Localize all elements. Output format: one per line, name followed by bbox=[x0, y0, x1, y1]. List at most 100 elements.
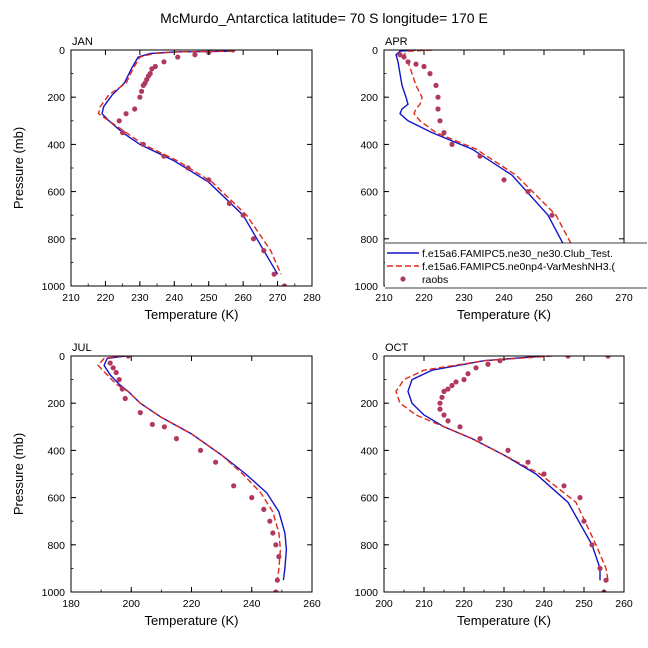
raobs-point bbox=[589, 542, 595, 548]
series-raobs-markers bbox=[437, 356, 611, 592]
x-tick-label: 210 bbox=[375, 292, 393, 304]
raobs-point bbox=[230, 50, 236, 53]
raobs-point bbox=[445, 386, 451, 392]
raobs-point bbox=[437, 118, 443, 124]
y-tick-label: 400 bbox=[360, 445, 378, 457]
raobs-point bbox=[231, 483, 237, 489]
y-tick-label: 600 bbox=[47, 187, 65, 199]
raobs-point bbox=[565, 356, 571, 359]
x-tick-label: 210 bbox=[415, 598, 433, 610]
raobs-point bbox=[274, 577, 280, 583]
plot-frame bbox=[383, 355, 625, 593]
raobs-point bbox=[441, 130, 447, 136]
x-axis-label: Temperature (K) bbox=[145, 613, 239, 628]
raobs-point bbox=[457, 424, 463, 430]
raobs-point bbox=[525, 189, 531, 195]
x-tick-label: 250 bbox=[200, 292, 218, 304]
raobs-point bbox=[137, 94, 143, 100]
x-tick-label: 260 bbox=[234, 292, 252, 304]
raobs-point bbox=[240, 212, 246, 218]
x-axis-label: Temperature (K) bbox=[457, 613, 551, 628]
y-tick-label: 0 bbox=[372, 45, 378, 57]
x-tick-label: 260 bbox=[303, 598, 321, 610]
legend-marker bbox=[400, 276, 406, 282]
raobs-point bbox=[149, 66, 155, 72]
series-line-club-test bbox=[407, 356, 601, 581]
raobs-point bbox=[477, 153, 483, 159]
raobs-point bbox=[581, 518, 587, 524]
raobs-point bbox=[271, 271, 277, 277]
raobs-point bbox=[525, 459, 531, 465]
raobs-point bbox=[449, 382, 455, 389]
panel-jan: 210 220 230 240 250 260 270 280 0 200 400 600 800 100… bbox=[11, 36, 321, 322]
raobs-point bbox=[261, 248, 267, 254]
raobs-point bbox=[116, 377, 122, 383]
raobs-point bbox=[250, 236, 257, 242]
y-axis-label: Pressure (mb) bbox=[11, 127, 26, 209]
raobs-point bbox=[477, 436, 483, 442]
raobs-point bbox=[433, 82, 439, 88]
y-tick-label: 600 bbox=[47, 493, 65, 505]
raobs-point bbox=[161, 59, 167, 65]
x-tick-label: 210 bbox=[62, 292, 80, 304]
panel-oct: 200 210 220 230 240 250 260 0 200 400 600 800 1000 OC… bbox=[355, 342, 633, 628]
y-tick-label: 1000 bbox=[355, 587, 379, 599]
y-tick-label: 0 bbox=[59, 45, 65, 57]
figure-title: McMurdo_Antarctica latitude= 70 S longit… bbox=[160, 10, 488, 26]
y-tick-label: 400 bbox=[360, 139, 378, 151]
raobs-point bbox=[435, 106, 441, 112]
raobs-point bbox=[140, 141, 146, 147]
raobs-point bbox=[405, 59, 411, 65]
series-line-club-test bbox=[103, 356, 288, 581]
panels: 210 220 230 240 250 260 270 280 0 200 400 600 800 100… bbox=[11, 36, 633, 628]
series-line-club-test bbox=[395, 50, 577, 277]
y-tick-label: 800 bbox=[47, 540, 65, 552]
x-tick-label: 230 bbox=[495, 598, 513, 610]
raobs-point bbox=[441, 412, 447, 418]
raobs-point bbox=[421, 63, 427, 70]
series-raobs-markers bbox=[107, 356, 282, 592]
raobs-point bbox=[122, 395, 128, 402]
raobs-point bbox=[120, 130, 126, 136]
raobs-point bbox=[541, 471, 547, 477]
series-line-varmesh bbox=[395, 356, 609, 581]
raobs-point bbox=[501, 177, 507, 183]
y-tick-label: 1000 bbox=[42, 281, 66, 293]
raobs-point bbox=[441, 388, 447, 394]
raobs-point bbox=[123, 111, 129, 117]
raobs-point bbox=[173, 436, 180, 442]
legend: f.e15a6.FAMIPC5.ne30_ne30.Club_Test.f.e1… bbox=[385, 242, 647, 289]
panel-jul: 180 200 220 240 260 0 200 400 600 800 1000 JUL Tempe… bbox=[11, 342, 321, 628]
raobs-point bbox=[273, 589, 279, 592]
raobs-point bbox=[437, 406, 443, 412]
x-tick-label: 270 bbox=[615, 292, 633, 304]
raobs-point bbox=[281, 283, 288, 286]
series-raobs-markers bbox=[116, 50, 288, 286]
raobs-point bbox=[138, 88, 145, 94]
raobs-point bbox=[413, 61, 419, 67]
y-tick-label: 800 bbox=[47, 234, 65, 246]
legend-background bbox=[385, 243, 647, 288]
raobs-point bbox=[449, 141, 455, 147]
y-tick-label: 1000 bbox=[42, 587, 66, 599]
raobs-point bbox=[226, 200, 232, 206]
raobs-point bbox=[137, 410, 143, 416]
y-tick-label: 400 bbox=[47, 139, 65, 151]
raobs-point bbox=[437, 400, 443, 406]
x-tick-label: 260 bbox=[575, 292, 593, 304]
x-tick-label: 280 bbox=[303, 292, 321, 304]
raobs-point bbox=[249, 495, 255, 501]
raobs-point bbox=[453, 379, 459, 385]
raobs-point bbox=[119, 386, 125, 392]
x-tick-label: 200 bbox=[375, 598, 393, 610]
raobs-point bbox=[473, 365, 479, 371]
y-tick-label: 1000 bbox=[355, 281, 379, 293]
raobs-point bbox=[435, 94, 441, 100]
x-axis-label: Temperature (K) bbox=[145, 307, 239, 322]
raobs-point bbox=[192, 52, 198, 58]
y-tick-label: 800 bbox=[360, 234, 378, 246]
raobs-point bbox=[549, 212, 555, 218]
raobs-point bbox=[213, 459, 219, 465]
x-tick-label: 220 bbox=[415, 292, 433, 304]
x-tick-label: 240 bbox=[243, 598, 261, 610]
